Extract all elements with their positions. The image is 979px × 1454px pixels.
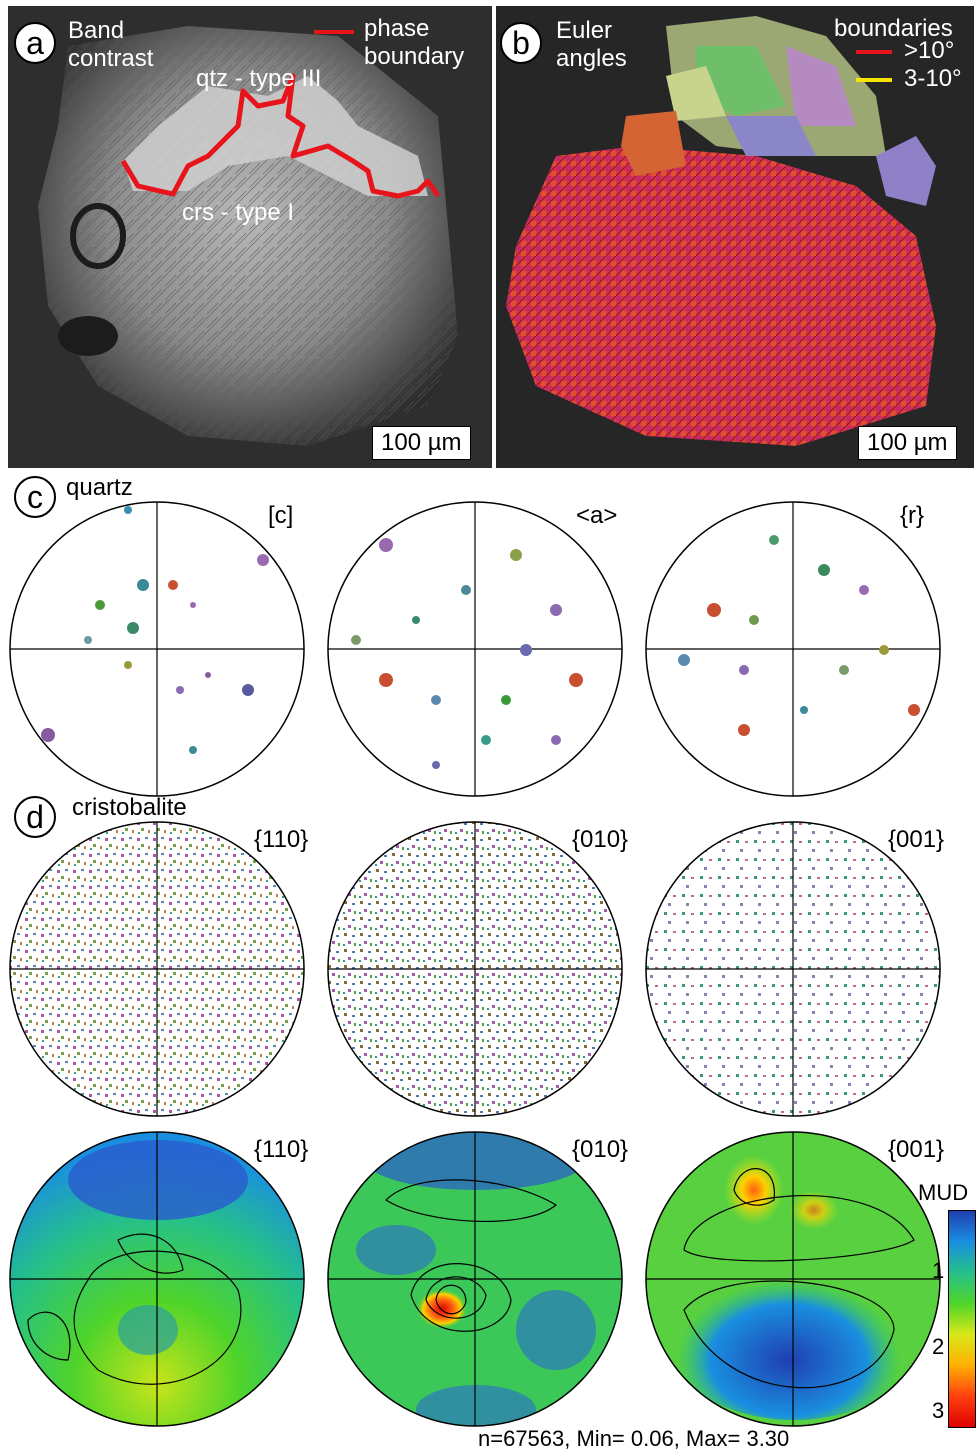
quartz-r-scatter (678, 535, 920, 736)
mud-tick-3: 3 (932, 1398, 945, 1423)
crs-contour-010 (327, 1131, 623, 1427)
panel-d-label: d (14, 796, 56, 838)
contour-title-crs-110: {110} (254, 1136, 309, 1163)
low-angle-swatch (856, 78, 892, 82)
quartz-phase-label: qtz - type III (196, 65, 322, 92)
phase-boundary-legend-swatch (314, 30, 354, 34)
scalebar-a: 100 µm (372, 426, 471, 460)
scalebar-b: 100 µm (858, 426, 957, 460)
low-angle-label: 3-10° (904, 65, 962, 92)
band-contrast-title-1: Band (68, 17, 125, 44)
pole-title-crs-010: {010} (572, 826, 629, 853)
phase-legend-2: boundary (364, 43, 465, 70)
band-contrast-title-2: contrast (68, 45, 154, 72)
crs-contour-001 (645, 1131, 941, 1427)
cristobalite-phase-label: crs - type I (182, 199, 295, 226)
crs-contour-110 (9, 1131, 305, 1427)
pole-title-crs-001: {001} (888, 826, 945, 853)
pole-title-quartz-r: {r} (900, 502, 925, 529)
quartz-pole-r (645, 501, 941, 797)
crs-scatter-010 (327, 821, 623, 1117)
high-angle-label: >10° (904, 37, 955, 64)
euler-angles-image (496, 6, 974, 468)
band-contrast-map (8, 6, 492, 468)
panel-a-label: a (14, 22, 56, 64)
contour-title-crs-010: {010} (572, 1136, 629, 1163)
panel-b-label: b (500, 22, 542, 64)
pole-title-quartz-c: [c] (268, 502, 294, 529)
high-angle-swatch (856, 50, 892, 54)
mud-tick-2: 2 (932, 1334, 945, 1359)
pole-title-quartz-a: <a> (576, 502, 618, 529)
stats-text: n=67563, Min= 0.06, Max= 3.30 (478, 1426, 790, 1451)
quartz-label: quartz (66, 474, 133, 501)
pole-title-crs-110: {110} (254, 826, 309, 853)
band-contrast-image (8, 6, 492, 468)
contour-title-crs-001: {001} (888, 1136, 945, 1163)
quartz-pole-a (327, 501, 623, 797)
crs-scatter-110 (9, 821, 305, 1117)
quartz-region (123, 76, 428, 196)
quartz-c-scatter (41, 506, 269, 754)
boundaries-legend-title: boundaries (834, 15, 953, 42)
colorbar-title: MUD (918, 1180, 969, 1205)
cristobalite-label: cristobalite (72, 794, 187, 821)
panel-c-label: c (14, 476, 56, 518)
mud-tick-1: 1 (932, 1258, 945, 1283)
mud-colorbar (948, 1210, 976, 1428)
phase-legend-1: phase (364, 15, 430, 42)
euler-title-2: angles (556, 45, 627, 72)
euler-angles-map (496, 6, 974, 468)
euler-title-1: Euler (556, 17, 613, 44)
phase-boundary-line (120, 73, 441, 199)
quartz-pole-c (9, 501, 305, 797)
quartz-a-scatter (351, 538, 583, 769)
crs-scatter-001 (645, 821, 941, 1117)
